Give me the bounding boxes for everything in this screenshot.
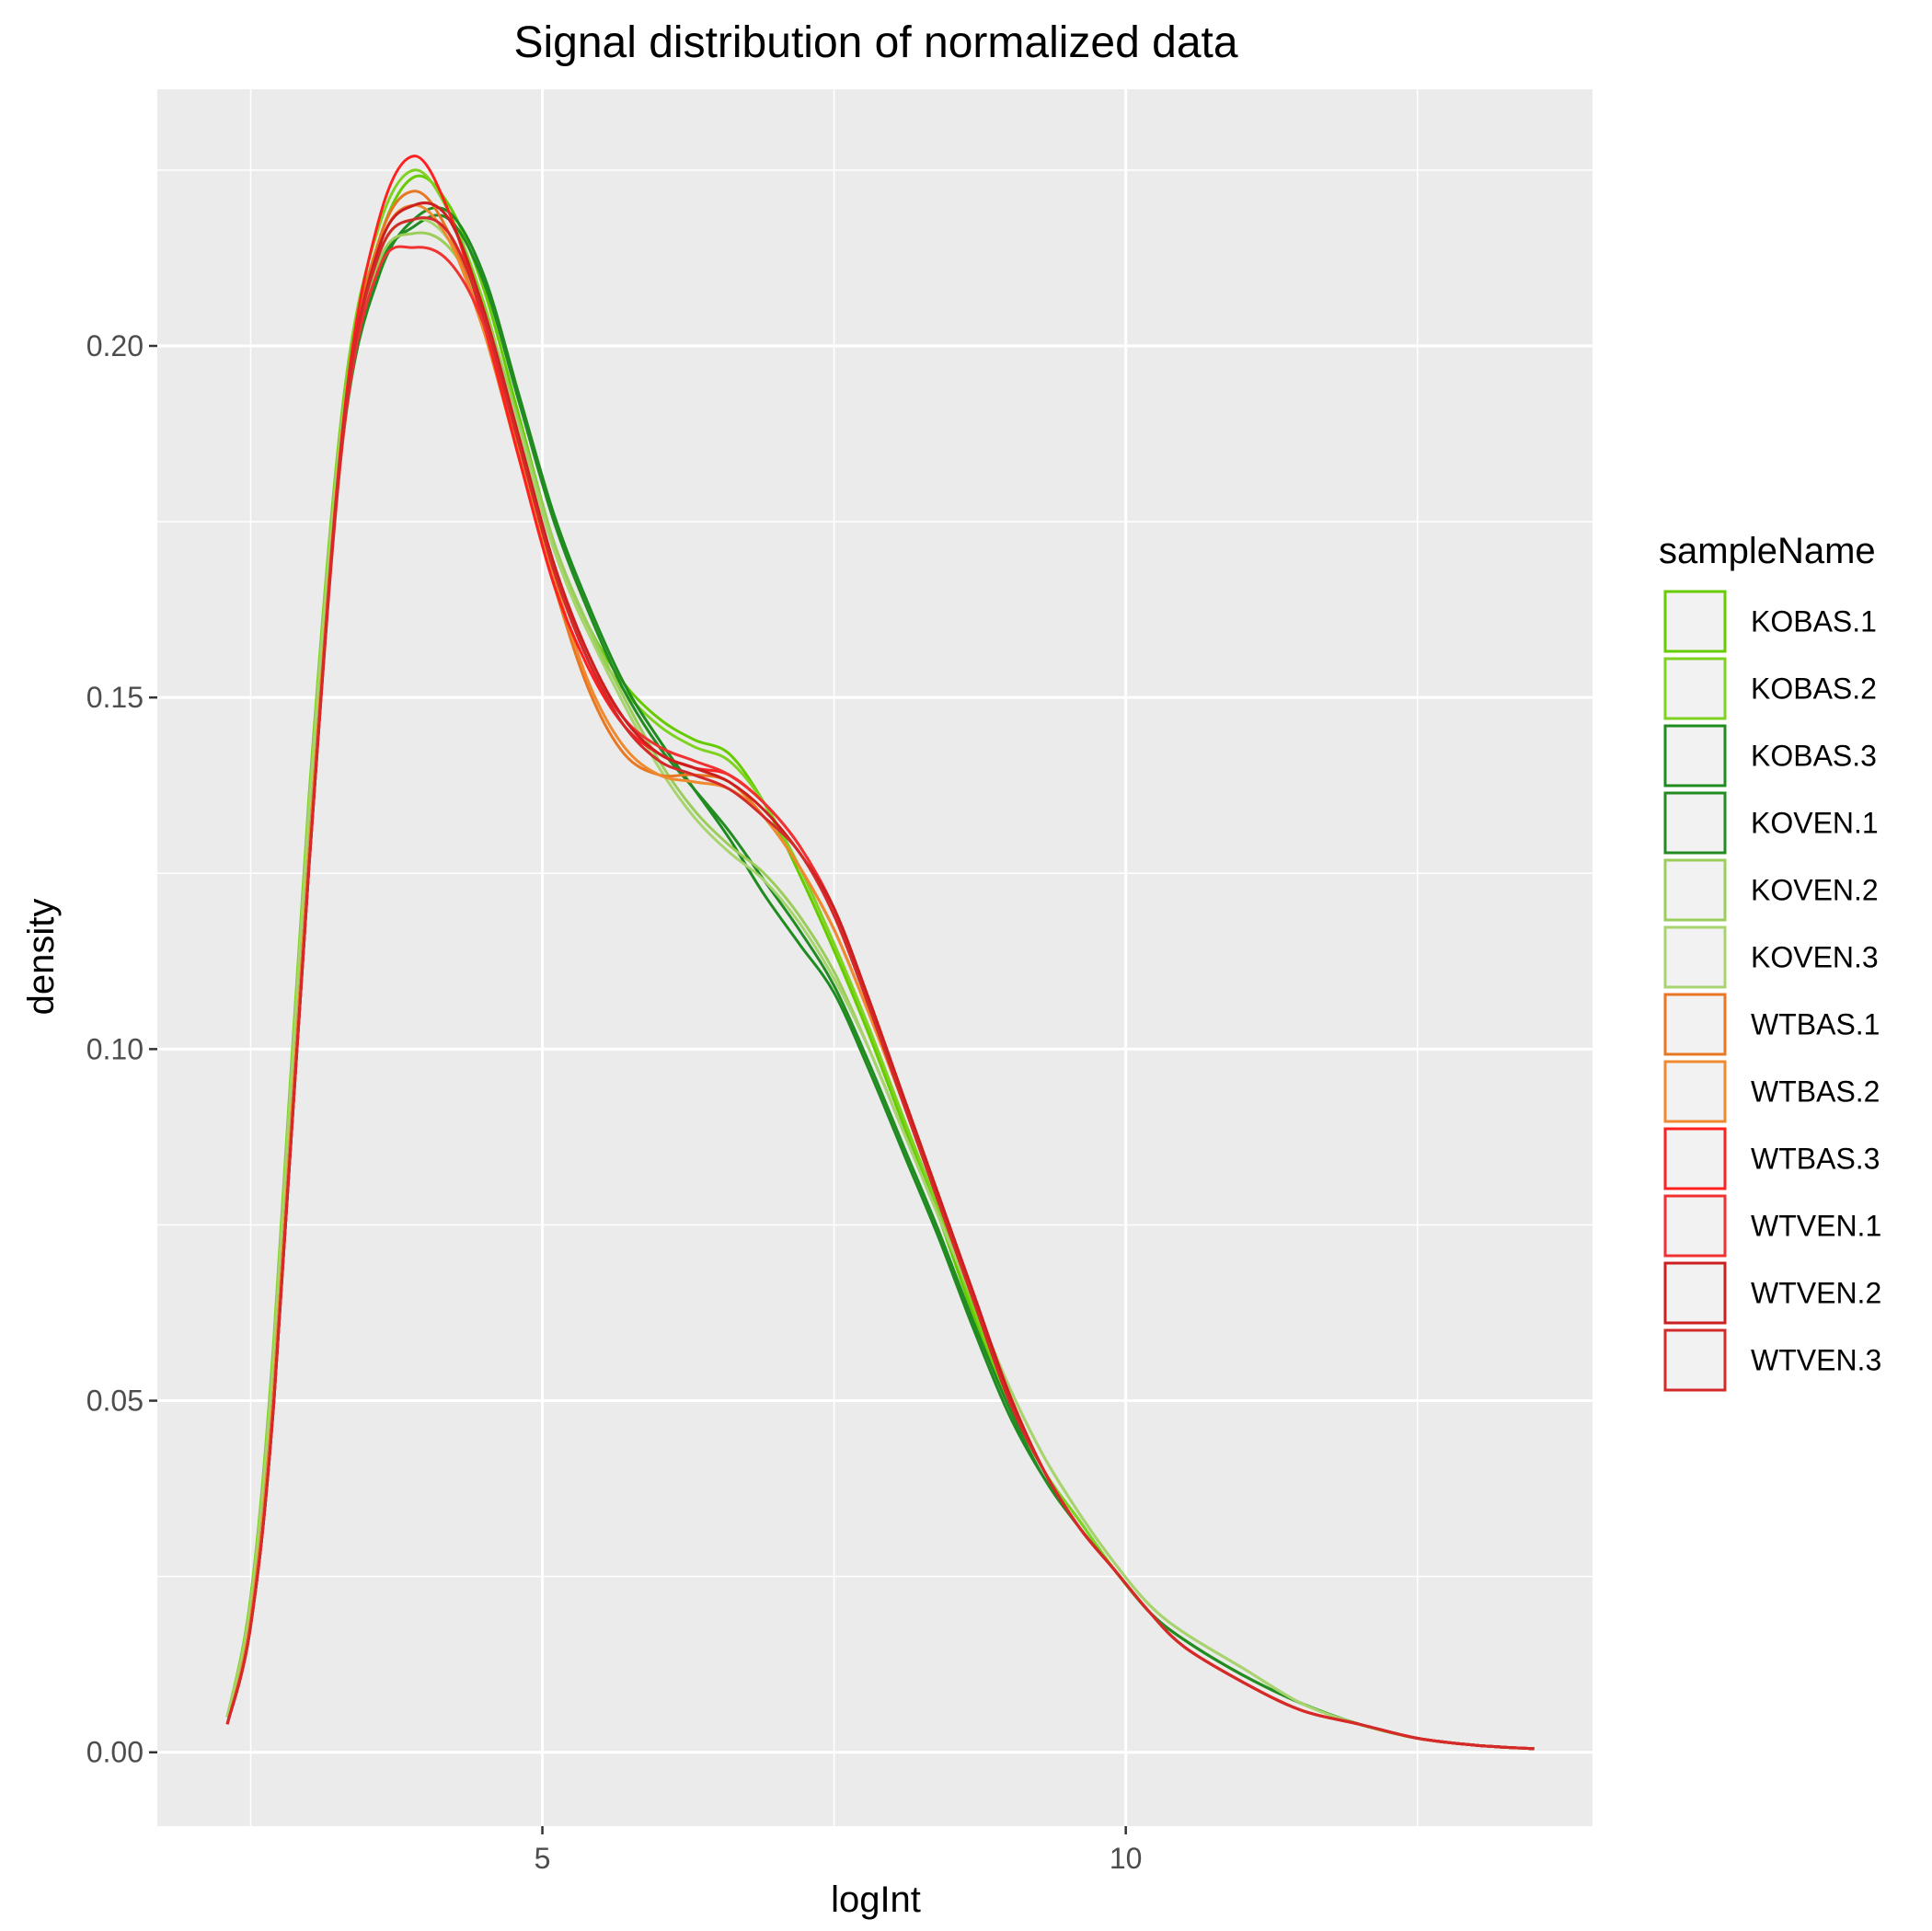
legend-key-wtven-1	[1663, 1194, 1727, 1258]
series-lines	[225, 155, 1535, 1751]
y-axis-title: density	[21, 899, 62, 1016]
series-line-wtven-3	[225, 216, 1535, 1751]
y-tick-label: 0.00	[86, 1736, 144, 1769]
legend-label: KOBAS.1	[1751, 605, 1877, 638]
legend-label: KOBAS.3	[1751, 740, 1877, 773]
legend-key-koven-1	[1663, 791, 1727, 855]
legend-label: WTVEN.1	[1751, 1210, 1881, 1243]
legend-label: WTBAS.2	[1751, 1075, 1880, 1109]
y-tick-label: 0.15	[86, 681, 144, 714]
legend-key-wtven-3	[1663, 1328, 1727, 1392]
legend-key-wtven-2	[1663, 1261, 1727, 1325]
chart-title: Signal distribution of normalized data	[513, 18, 1237, 67]
legend-label: WTVEN.3	[1751, 1344, 1881, 1377]
legend-key-wtbas-3	[1663, 1127, 1727, 1190]
plot-panel	[157, 89, 1593, 1826]
legend-key-kobas-2	[1663, 657, 1727, 720]
legend-title: sampleName	[1659, 531, 1876, 571]
y-axis: 0.00 0.05 0.10 0.15 0.20	[86, 329, 157, 1769]
x-axis-title: logInt	[831, 1879, 921, 1920]
legend-label: WTVEN.2	[1751, 1277, 1881, 1310]
legend-label: KOVEN.2	[1751, 874, 1879, 907]
legend-key-kobas-1	[1663, 590, 1727, 653]
x-tick-label: 10	[1110, 1842, 1143, 1875]
series-line-koven-3	[225, 217, 1535, 1751]
legend-key-wtbas-1	[1663, 993, 1727, 1056]
legend-label: WTBAS.3	[1751, 1143, 1880, 1176]
minor-gridlines	[157, 89, 1593, 1826]
legend-label: KOVEN.1	[1751, 807, 1879, 840]
legend-label: KOVEN.3	[1751, 941, 1879, 974]
legend-key-koven-3	[1663, 925, 1727, 989]
legend-key-wtbas-2	[1663, 1060, 1727, 1123]
y-tick-label: 0.05	[86, 1385, 144, 1418]
legend-key-koven-2	[1663, 858, 1727, 922]
y-tick-label: 0.10	[86, 1032, 144, 1065]
legend-key-kobas-3	[1663, 724, 1727, 787]
x-tick-label: 5	[535, 1842, 551, 1875]
legend: sampleName KOBAS.1 KOBAS.2 KOBAS.3 KOVEN.1 K…	[1659, 531, 1881, 1392]
y-tick-label: 0.20	[86, 329, 144, 362]
x-axis: 5 10	[535, 1826, 1143, 1875]
legend-label: WTBAS.1	[1751, 1008, 1880, 1041]
legend-label: KOBAS.2	[1751, 672, 1877, 706]
